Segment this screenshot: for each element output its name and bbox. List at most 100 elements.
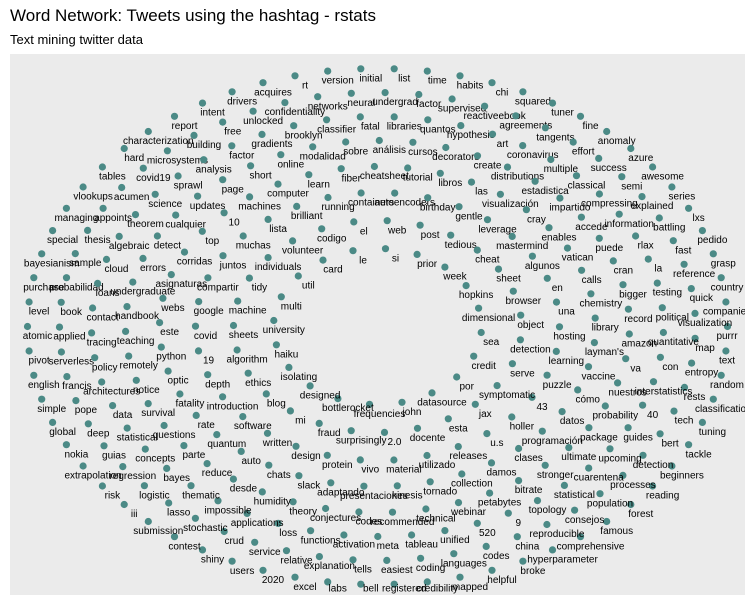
node-label: networks [308, 101, 348, 112]
node-point [164, 367, 172, 375]
node-label: online [277, 159, 304, 170]
node-label: 19 [203, 356, 215, 367]
node-label: coding [416, 563, 445, 574]
node-point [102, 255, 111, 263]
node-label: 9 [516, 518, 522, 529]
node-point [625, 330, 633, 338]
node-label: confidentiality [265, 107, 326, 118]
node-label: fine [582, 121, 599, 132]
node-point [144, 127, 152, 136]
node-label: rate [198, 420, 216, 431]
node-label: webinar [450, 507, 487, 518]
node-point [503, 163, 512, 171]
node-point [118, 183, 126, 192]
node-point [370, 162, 378, 171]
node-label: corridas [177, 257, 213, 268]
node-point [717, 371, 725, 379]
node-label: effort [572, 147, 595, 158]
node-point [488, 79, 496, 87]
node-label: puzzle [543, 380, 572, 391]
node-label: prior [417, 259, 438, 270]
node-label: cursos [408, 147, 437, 158]
node-label: forest [628, 509, 653, 520]
node-point [153, 232, 161, 240]
node-label: version [322, 76, 354, 87]
node-point [415, 90, 423, 99]
node-point [548, 546, 557, 554]
node-point [324, 67, 332, 75]
node-label: book [60, 307, 83, 318]
node-label: utilizado [419, 460, 456, 471]
node-point [170, 112, 179, 120]
node-label: hopkins [459, 290, 493, 301]
node-label: 40 [647, 410, 659, 421]
node-label: extrapolation [64, 471, 121, 482]
node-point [139, 164, 147, 172]
node-point [574, 386, 582, 394]
node-point [488, 130, 497, 138]
node-label: con [662, 362, 678, 373]
node-point [541, 461, 549, 469]
node-label: amazon [622, 339, 658, 350]
node-label: 43 [536, 402, 548, 413]
node-label: tells [354, 564, 372, 575]
node-label: decorators [432, 152, 479, 163]
node-label: functions [301, 535, 341, 546]
node-label: detect [154, 241, 181, 252]
node-point [653, 279, 661, 287]
node-label: risk [105, 491, 122, 502]
node-point [120, 144, 128, 153]
node-label: si [392, 253, 399, 264]
node-point [349, 556, 357, 564]
node-label: puede [595, 243, 623, 254]
node-label: asignaturas [155, 279, 207, 290]
node-point [274, 180, 282, 188]
node-label: mastermind [496, 241, 548, 252]
node-label: parte [183, 450, 206, 461]
node-label: semi [621, 181, 642, 192]
node-point [357, 189, 365, 197]
node-point [450, 550, 458, 558]
node-label: sprawl [174, 181, 203, 192]
node-label: logistic [139, 490, 170, 501]
node-point [441, 527, 449, 535]
node-label: notice [133, 385, 160, 396]
node-label: fatal [361, 122, 380, 133]
node-point [249, 107, 257, 115]
node-label: john [402, 407, 422, 418]
node-point [347, 89, 355, 97]
node-point [156, 319, 164, 327]
node-label: quantitative [648, 337, 700, 348]
node-label: cran [614, 266, 633, 277]
node-label: activation [333, 540, 375, 551]
node-label: algunos [525, 261, 560, 272]
node-point [84, 226, 92, 234]
node-point [98, 482, 106, 490]
node-point [560, 481, 569, 489]
node-label: deep [87, 428, 110, 439]
node-label: adaptando [317, 487, 365, 498]
node-label: written [262, 438, 292, 449]
node-label: text [719, 356, 735, 367]
node-point [259, 566, 267, 574]
node-point [522, 206, 531, 214]
node-point [552, 298, 561, 306]
node-label: concepts [135, 454, 175, 465]
node-label: distributions [491, 172, 544, 183]
node-label: updates [190, 201, 226, 212]
node-point [471, 400, 479, 408]
node-point [444, 415, 452, 423]
node-point [467, 178, 476, 186]
node-label: purchase [23, 282, 65, 293]
node-point [470, 352, 478, 360]
node-label: teaching [117, 336, 155, 347]
node-point [565, 444, 573, 452]
node-label: time [428, 76, 447, 87]
node-label: sheets [229, 330, 258, 341]
node-point [687, 285, 695, 293]
node-point [94, 279, 102, 287]
node-point [306, 382, 314, 390]
node-label: supervised [438, 104, 486, 115]
node-label: coronavirus [507, 150, 559, 161]
node-label: report [171, 121, 197, 132]
